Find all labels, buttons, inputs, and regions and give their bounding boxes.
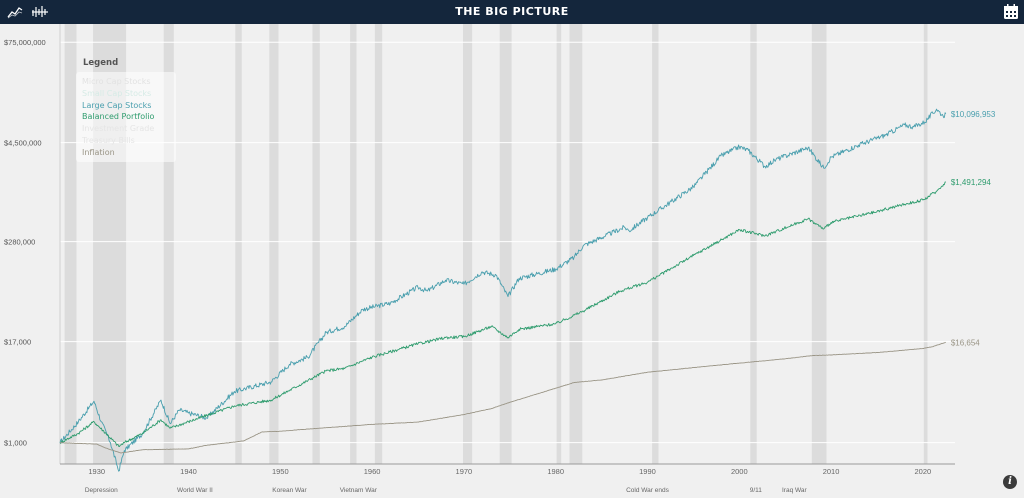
recession-band (569, 24, 583, 464)
recession-band (64, 24, 77, 464)
x-tick-label: 1930 (88, 467, 105, 476)
x-axis: 1930 1940 1950 1960 1970 1980 1990 2000 2010 2020 (60, 463, 955, 476)
x-tick-label: 2020 (915, 467, 932, 476)
y-tick-label: $4,500,000 (4, 139, 42, 148)
legend-item[interactable]: Micro Cap Stocks (82, 77, 151, 86)
end-labels: $10,096,953 $1,491,294 $16,654 (951, 110, 996, 348)
legend-title: Legend (83, 58, 119, 68)
x-tick-label: 1970 (456, 467, 473, 476)
recession-band (499, 24, 512, 464)
recession-band (652, 24, 659, 464)
gridlines (60, 41, 955, 444)
legend-items: Micro Cap Stocks Small Cap Stocks Large Ca… (76, 72, 176, 159)
end-value-label: $1,491,294 (951, 178, 992, 187)
series-line-large-cap-stocks (59, 108, 947, 472)
x-tick-label: 2010 (823, 467, 840, 476)
recession-band (269, 24, 279, 464)
event-label: Cold War ends (626, 487, 669, 494)
recession-band (163, 24, 174, 464)
x-tick-label: 1990 (639, 467, 656, 476)
x-tick-label: 2000 (731, 467, 748, 476)
y-tick-label: $280,000 (4, 238, 35, 247)
x-tick-label: 1980 (547, 467, 564, 476)
info-icon[interactable]: i (1003, 475, 1017, 489)
recession-band (374, 24, 383, 464)
event-label: World War II (177, 487, 213, 494)
y-axis: $1,000 $17,000 $280,000 $4,500,000 $75,000,0… (4, 24, 61, 464)
recession-band (811, 24, 827, 464)
end-value-label: $10,096,953 (951, 110, 996, 119)
recession-shading (64, 24, 928, 464)
x-tick-label: 1940 (180, 467, 197, 476)
recession-band (462, 24, 473, 464)
line-chart-icon[interactable] (6, 3, 24, 21)
legend-item[interactable]: Inflation (82, 147, 115, 157)
series-line-inflation (60, 341, 946, 454)
legend-item[interactable]: Large Cap Stocks (82, 100, 152, 110)
legend-item[interactable]: Balanced Portfolio (82, 112, 155, 122)
recession-band (235, 24, 242, 464)
end-value-label: $16,654 (951, 338, 980, 347)
legend-item[interactable]: Small Cap Stocks (82, 88, 152, 98)
event-labels: Depression World War II Korean War Vietnam … (85, 487, 808, 494)
legend-item[interactable]: Treasury Bills (82, 135, 135, 145)
y-tick-label: $17,000 (4, 338, 31, 347)
page-title: THE BIG PICTURE (455, 5, 569, 18)
recession-band (312, 24, 320, 464)
y-tick-label: $1,000 (4, 439, 27, 448)
header-bar (0, 0, 1024, 24)
bar-chart-icon[interactable] (31, 3, 49, 21)
y-tick-label: $75,000,000 (4, 38, 46, 47)
legend: Legend Micro Cap Stocks Small Cap Stocks L… (76, 58, 176, 162)
x-tick-label: 1950 (272, 467, 289, 476)
event-label: Vietnam War (340, 487, 378, 494)
event-label: Depression (85, 487, 118, 494)
recession-band (350, 24, 357, 464)
legend-item[interactable]: Investment Grade (82, 124, 155, 134)
series-lines (59, 108, 947, 472)
recession-band (923, 24, 928, 464)
x-tick-label: 1960 (364, 467, 381, 476)
event-label: Iraq War (782, 487, 808, 494)
recession-band (556, 24, 562, 464)
series-line-balanced-portfolio (59, 181, 946, 447)
event-label: 9/11 (750, 487, 763, 494)
recession-band (750, 24, 757, 464)
event-label: Korean War (272, 487, 307, 494)
calendar-icon[interactable] (1002, 3, 1020, 21)
